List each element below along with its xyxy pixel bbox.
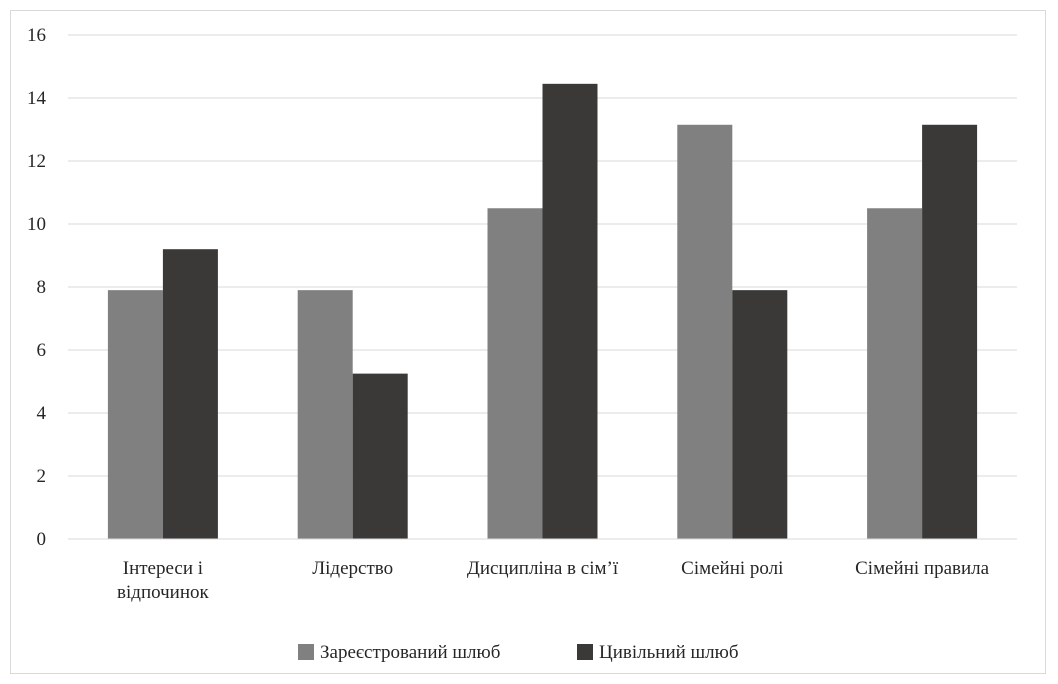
x-tick-label: відпочинок	[117, 582, 209, 603]
x-tick-label: Дисципліна в сім’ї	[467, 558, 619, 579]
y-tick-label: 12	[27, 151, 46, 172]
y-tick-label: 6	[37, 340, 47, 361]
y-tick-label: 10	[27, 214, 46, 235]
x-tick-label: Сімейні ролі	[681, 558, 783, 579]
bars	[107, 83, 978, 540]
bar-registered	[867, 208, 923, 539]
bar-civil	[922, 124, 978, 540]
legend-swatch	[577, 644, 593, 660]
legend-label: Зареєстрований шлюб	[320, 642, 500, 663]
y-tick-label: 2	[37, 466, 47, 487]
x-tick-label: Лідерство	[312, 558, 393, 579]
y-tick-label: 0	[37, 529, 47, 550]
bar-registered	[487, 208, 543, 539]
bar-civil	[162, 249, 218, 539]
y-tick-label: 8	[37, 277, 47, 298]
bar-registered	[297, 290, 353, 539]
bar-civil	[352, 373, 408, 539]
x-tick-label: Сімейні правила	[855, 558, 989, 579]
bar-registered	[677, 124, 733, 540]
legend: Зареєстрований шлюб Цивільний шлюб	[298, 642, 739, 663]
bar-civil	[542, 83, 598, 539]
x-tick-label: Інтереси і	[123, 558, 203, 579]
y-tick-label: 4	[37, 403, 47, 424]
y-tick-label: 14	[27, 88, 47, 109]
x-axis-labels: Інтереси і відпочинок Лідерство Дисципліна …	[117, 558, 990, 603]
y-tick-label: 16	[27, 25, 46, 46]
legend-label: Цивільний шлюб	[599, 642, 739, 663]
legend-swatch	[298, 644, 314, 660]
bar-registered	[107, 290, 163, 539]
bar-civil	[732, 290, 788, 539]
y-axis-ticks: 0 2 4 6 8 10 12 14 16	[27, 25, 47, 550]
